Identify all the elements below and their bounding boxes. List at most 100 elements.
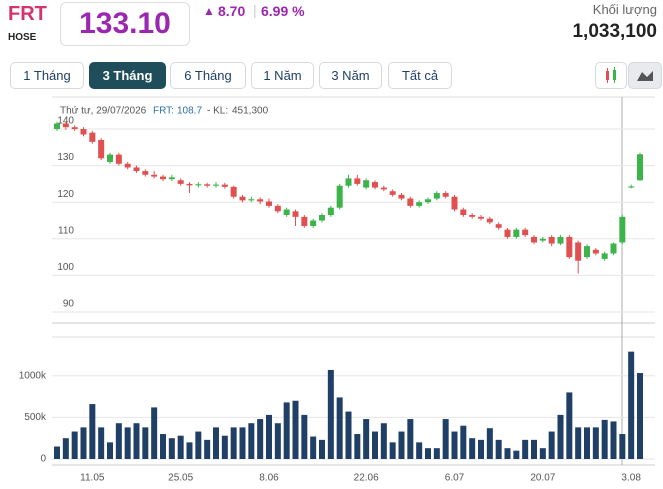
separator: |	[253, 2, 257, 18]
volume-bar	[363, 419, 370, 459]
candle-body	[168, 177, 175, 180]
volume-bar	[592, 427, 599, 459]
range-button[interactable]: 6 Tháng	[170, 62, 246, 89]
candle-body	[619, 216, 626, 243]
candle-body	[389, 191, 396, 195]
candle-body	[451, 196, 458, 210]
volume-bar	[416, 442, 423, 459]
volume: 1,033,100	[572, 21, 657, 42]
candle-toggle[interactable]	[595, 62, 627, 89]
candle-body	[186, 183, 193, 186]
volume-bar	[460, 425, 467, 459]
arrow: ▲	[203, 4, 215, 18]
volume-bar	[239, 427, 246, 459]
candle-body	[310, 220, 317, 226]
volume-bar	[213, 427, 219, 459]
candle-body	[398, 194, 405, 199]
volume-bar	[266, 414, 272, 459]
candle-body	[460, 209, 467, 216]
volume-bar	[345, 411, 352, 459]
volume-bar	[133, 423, 140, 459]
range-button[interactable]: 1 Năm	[251, 62, 314, 89]
candle-body	[133, 167, 140, 172]
candle-body	[380, 187, 387, 190]
volume-bar	[380, 423, 387, 459]
candle-body	[575, 242, 582, 261]
candle-body	[177, 180, 184, 184]
volume-bar	[168, 438, 175, 459]
candle-body	[257, 199, 264, 202]
volume-bar	[504, 448, 511, 459]
candle-body	[213, 184, 219, 186]
tooltip-volume: 451,300	[232, 106, 269, 117]
candle-body	[107, 154, 113, 162]
volume-bar	[601, 419, 608, 459]
candle-body	[142, 171, 149, 175]
candle-body	[292, 211, 299, 217]
volume-bar	[548, 431, 555, 459]
candle-body	[557, 236, 564, 244]
volume-bar	[442, 419, 449, 459]
range-button[interactable]: 1 Tháng	[10, 62, 84, 89]
volume-bar	[177, 435, 184, 459]
candle-body	[442, 193, 449, 197]
candle-body	[433, 193, 440, 199]
volume-bar	[54, 446, 60, 459]
volume-bar	[248, 423, 255, 459]
volume-bar	[142, 427, 149, 459]
candle-body	[274, 205, 281, 212]
volume-bar	[62, 438, 69, 459]
volume-bar	[619, 434, 626, 459]
y-tick-label: 90	[63, 299, 75, 310]
change: 8.70	[218, 3, 246, 19]
volume-tick-label: 1000k	[19, 370, 47, 381]
range-button[interactable]: Tất cả	[388, 62, 452, 89]
volume-bar	[292, 400, 299, 459]
range-button[interactable]: 3 Tháng	[89, 62, 166, 89]
candle-body	[372, 182, 378, 188]
candle-body	[204, 184, 211, 186]
volume-bar	[478, 439, 484, 459]
volume-bar	[486, 428, 493, 459]
volume-bar	[575, 427, 582, 459]
volume-bar	[469, 438, 476, 459]
volume-bar	[124, 427, 131, 459]
volume-bar	[557, 414, 564, 459]
tooltip-symbol: FRT:	[153, 106, 174, 117]
x-tick-label: 6.07	[445, 473, 465, 484]
candle-body	[160, 176, 166, 180]
area-toggle[interactable]	[628, 62, 662, 89]
tooltip-date: Thứ tư, 29/07/2026	[60, 106, 147, 117]
candle-body	[248, 199, 255, 201]
volume-bar	[195, 431, 202, 459]
candle-body	[54, 123, 60, 130]
candle-body	[195, 184, 202, 186]
candle-body	[495, 224, 502, 228]
x-tick-label: 22.06	[354, 473, 379, 484]
volume-bar	[354, 434, 361, 459]
candle-body	[266, 201, 272, 206]
y-tick-label: 110	[58, 225, 74, 236]
candle-body	[80, 129, 87, 135]
candle-body	[504, 229, 511, 237]
candle-body	[539, 238, 546, 241]
candle-body	[301, 216, 308, 226]
x-tick-label: 25.05	[168, 473, 193, 484]
candle-body	[89, 132, 96, 142]
candle-body	[478, 216, 484, 219]
volume-bar	[433, 448, 440, 459]
y-tick-label: 140	[57, 116, 74, 127]
volume-bar	[310, 436, 317, 459]
exchange: HOSE	[8, 32, 37, 43]
volume-label: Khối lượng	[592, 2, 657, 17]
range-button[interactable]: 3 Năm	[319, 62, 382, 89]
candle-body	[407, 198, 414, 206]
candle-body	[354, 178, 361, 184]
volume-bar	[160, 434, 166, 459]
candle-body	[230, 186, 237, 197]
volume-bar	[637, 373, 643, 459]
volume-bar	[539, 448, 546, 459]
volume-bar	[372, 431, 378, 459]
candle-body	[98, 139, 105, 159]
candle-body	[363, 180, 370, 188]
